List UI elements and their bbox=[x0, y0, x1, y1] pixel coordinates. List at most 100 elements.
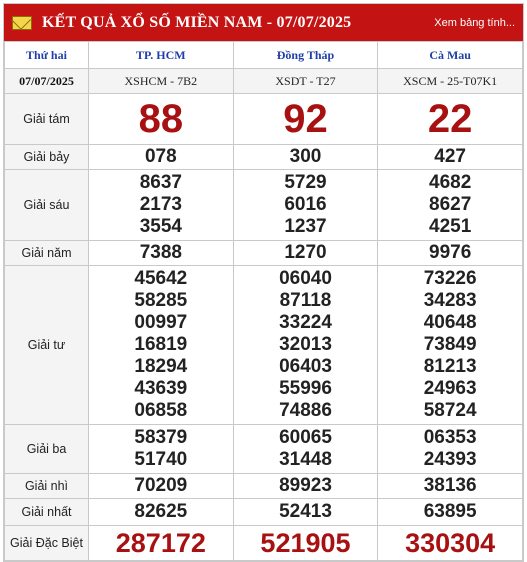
winning-number: 70209 bbox=[134, 475, 188, 496]
prize-row: Giải Đặc Biệt 287172 521905 330304 bbox=[4, 525, 523, 561]
envelope-icon bbox=[12, 15, 32, 30]
winning-number: 81213 bbox=[423, 356, 477, 377]
prize-cell: 73226 34283 40648 73849 81213 24963 58724 bbox=[377, 265, 523, 425]
winning-number: 4682 bbox=[429, 172, 472, 193]
prize-row: Giải ba 58379 51740 60065 31448 06353 24393 bbox=[4, 424, 523, 474]
winning-number: 521905 bbox=[260, 528, 351, 558]
prize-cell: 63895 bbox=[377, 498, 523, 526]
province-header-dong-thap[interactable]: Đồng Tháp bbox=[232, 41, 379, 69]
day-of-week: Thứ hai bbox=[4, 41, 89, 69]
winning-number: 06403 bbox=[279, 356, 332, 377]
winning-number: 078 bbox=[144, 146, 177, 167]
winning-number: 87118 bbox=[279, 290, 332, 311]
results-panel: KẾT QUẢ XỔ SỐ MIỀN NAM - 07/07/2025 Xem … bbox=[3, 3, 524, 562]
prize-cell: 300 bbox=[232, 144, 379, 170]
winning-number: 06858 bbox=[134, 400, 188, 421]
winning-number: 24393 bbox=[423, 449, 477, 470]
prize-cell: 9976 bbox=[377, 240, 523, 266]
prize-cell: 7388 bbox=[88, 240, 234, 266]
winning-number: 45642 bbox=[134, 268, 188, 289]
prize-cell: 287172 bbox=[88, 525, 234, 561]
winning-number: 287172 bbox=[115, 528, 206, 558]
winning-number: 2173 bbox=[139, 194, 182, 215]
prize-row: Giải bảy 078 300 427 bbox=[4, 144, 523, 170]
prize-cell: 82625 bbox=[88, 498, 234, 526]
winning-number: 88 bbox=[138, 97, 184, 141]
province-header-ca-mau[interactable]: Cà Mau bbox=[377, 41, 523, 69]
winning-number: 43639 bbox=[134, 378, 188, 399]
winning-number: 22 bbox=[427, 97, 473, 141]
winning-number: 6016 bbox=[284, 194, 327, 215]
winning-number: 89923 bbox=[279, 475, 332, 496]
ticket-code: XSDT - T27 bbox=[232, 68, 379, 94]
winning-number: 51740 bbox=[134, 449, 188, 470]
prize-cell: 70209 bbox=[88, 473, 234, 499]
winning-number: 40648 bbox=[423, 312, 477, 333]
prize-cell: 521905 bbox=[232, 525, 379, 561]
prize-row: Giải tám 88 92 22 bbox=[4, 93, 523, 145]
winning-number: 63895 bbox=[423, 501, 477, 522]
winning-number: 300 bbox=[289, 146, 322, 167]
winning-number: 1237 bbox=[284, 216, 327, 237]
province-header-hcm[interactable]: TP. HCM bbox=[88, 41, 234, 69]
prize-label: Giải ba bbox=[4, 424, 89, 474]
prize-row: Giải nhất 82625 52413 63895 bbox=[4, 498, 523, 526]
winning-number: 31448 bbox=[279, 449, 332, 470]
prize-row: Giải năm 7388 1270 9976 bbox=[4, 240, 523, 266]
prize-rows: Giải tám 88 92 22 Giải bảy 078 300 427 Giải sáu 8… bbox=[4, 93, 523, 561]
winning-number: 32013 bbox=[279, 334, 332, 355]
winning-number: 4251 bbox=[429, 216, 472, 237]
ticket-code: XSCM - 25-T07K1 bbox=[377, 68, 523, 94]
winning-number: 38136 bbox=[423, 475, 477, 496]
prize-label: Giải nhì bbox=[4, 473, 89, 499]
winning-number: 5729 bbox=[284, 172, 327, 193]
winning-number: 330304 bbox=[405, 528, 496, 558]
view-table-link[interactable]: Xem bảng tính... bbox=[434, 16, 515, 29]
winning-number: 58724 bbox=[423, 400, 477, 421]
winning-number: 427 bbox=[434, 146, 466, 167]
winning-number: 3554 bbox=[139, 216, 182, 237]
winning-number: 58379 bbox=[134, 427, 188, 448]
prize-row: Giải nhì 70209 89923 38136 bbox=[4, 473, 523, 499]
prize-label: Giải bảy bbox=[4, 144, 89, 170]
prize-cell: 4682 8627 4251 bbox=[377, 169, 523, 241]
winning-number: 18294 bbox=[134, 356, 188, 377]
prize-cell: 58379 51740 bbox=[88, 424, 234, 474]
ticket-code: XSHCM - 7B2 bbox=[88, 68, 234, 94]
winning-number: 06353 bbox=[423, 427, 477, 448]
ticket-code-row: 07/07/2025 XSHCM - 7B2 XSDT - T27 XSCM -… bbox=[4, 68, 523, 94]
prize-cell: 1270 bbox=[232, 240, 379, 266]
winning-number: 73849 bbox=[423, 334, 477, 355]
winning-number: 58285 bbox=[134, 290, 188, 311]
prize-label: Giải nhất bbox=[4, 498, 89, 526]
winning-number: 8637 bbox=[139, 172, 182, 193]
prize-label: Giải năm bbox=[4, 240, 89, 266]
page-title: KẾT QUẢ XỔ SỐ MIỀN NAM - 07/07/2025 bbox=[42, 13, 352, 31]
prize-cell: 88 bbox=[88, 93, 234, 145]
prize-cell: 330304 bbox=[377, 525, 523, 561]
prize-cell: 8637 2173 3554 bbox=[88, 169, 234, 241]
prize-cell: 22 bbox=[377, 93, 523, 145]
winning-number: 9976 bbox=[429, 242, 472, 263]
winning-number: 55996 bbox=[279, 378, 332, 399]
prize-label: Giải tám bbox=[4, 93, 89, 145]
prize-cell: 078 bbox=[88, 144, 234, 170]
prize-cell: 38136 bbox=[377, 473, 523, 499]
winning-number: 7388 bbox=[139, 242, 182, 263]
province-header-row: Thứ hai TP. HCM Đồng Tháp Cà Mau bbox=[4, 41, 523, 69]
winning-number: 74886 bbox=[279, 400, 332, 421]
winning-number: 82625 bbox=[134, 501, 188, 522]
winning-number: 33224 bbox=[279, 312, 332, 333]
winning-number: 06040 bbox=[279, 268, 332, 289]
prize-cell: 45642 58285 00997 16819 18294 43639 06858 bbox=[88, 265, 234, 425]
draw-date: 07/07/2025 bbox=[4, 68, 89, 94]
winning-number: 92 bbox=[283, 97, 328, 141]
prize-cell: 89923 bbox=[232, 473, 379, 499]
prize-cell: 427 bbox=[377, 144, 523, 170]
prize-label: Giải sáu bbox=[4, 169, 89, 241]
winning-number: 52413 bbox=[279, 501, 332, 522]
prize-row: Giải tư 45642 58285 00997 16819 18294 43639 068… bbox=[4, 265, 523, 425]
prize-label: Giải Đặc Biệt bbox=[4, 525, 89, 561]
winning-number: 73226 bbox=[423, 268, 477, 289]
prize-cell: 60065 31448 bbox=[232, 424, 379, 474]
